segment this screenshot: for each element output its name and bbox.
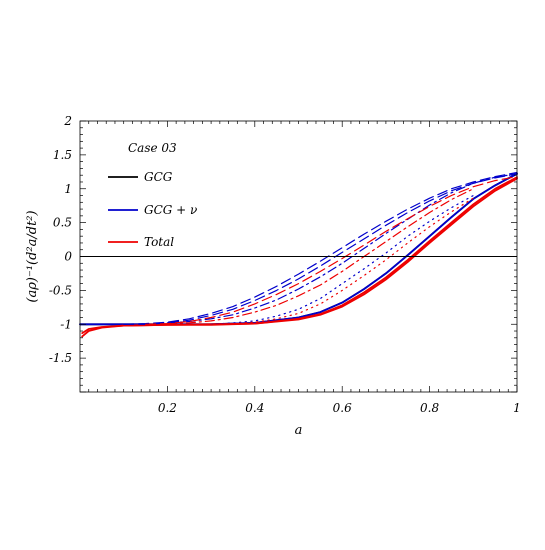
x-tick-label: 0.4 [245, 401, 264, 415]
y-tick-label: 0.5 [53, 216, 72, 230]
ticks-layer [80, 120, 518, 393]
legend-label-gcg-nu: GCG + ν [144, 203, 197, 217]
x-tick-label: 1 [513, 401, 521, 415]
series-line-3 [81, 176, 518, 335]
y-tick-label: 1 [64, 182, 72, 196]
series-layer [79, 171, 518, 338]
x-tick-label: 0.2 [158, 401, 177, 415]
series-line-9 [123, 173, 518, 325]
y-axis-title: (aρ)⁻¹(d²a/dt²) [25, 210, 40, 302]
legend-label-total: Total [144, 235, 174, 249]
series-line-5 [210, 197, 474, 325]
y-tick-label: 1.5 [53, 148, 72, 162]
y-tick-label: 2 [63, 114, 72, 128]
legend: Case 03 GCG GCG + ν Total [108, 141, 197, 249]
series-line-10 [145, 176, 518, 325]
y-tick-label: -0.5 [49, 283, 72, 297]
x-axis-title: a [295, 423, 303, 438]
series-line-6 [166, 173, 518, 324]
x-tick-label: 0.8 [420, 401, 439, 415]
y-tick-label: -1 [60, 317, 72, 331]
y-tick-label: 0 [64, 250, 72, 264]
series-line-7 [166, 188, 474, 325]
series-line-8 [123, 171, 518, 325]
x-tick-label: 0.6 [333, 401, 352, 415]
legend-label-gcg: GCG [144, 170, 173, 184]
legend-title: Case 03 [128, 141, 177, 155]
y-tick-label: -1.5 [49, 351, 72, 365]
tick-labels-layer: 0.2 0.4 0.6 0.8 1 -1.5 -1 -0.5 0 0.5 1 1.5 2 [49, 114, 521, 415]
